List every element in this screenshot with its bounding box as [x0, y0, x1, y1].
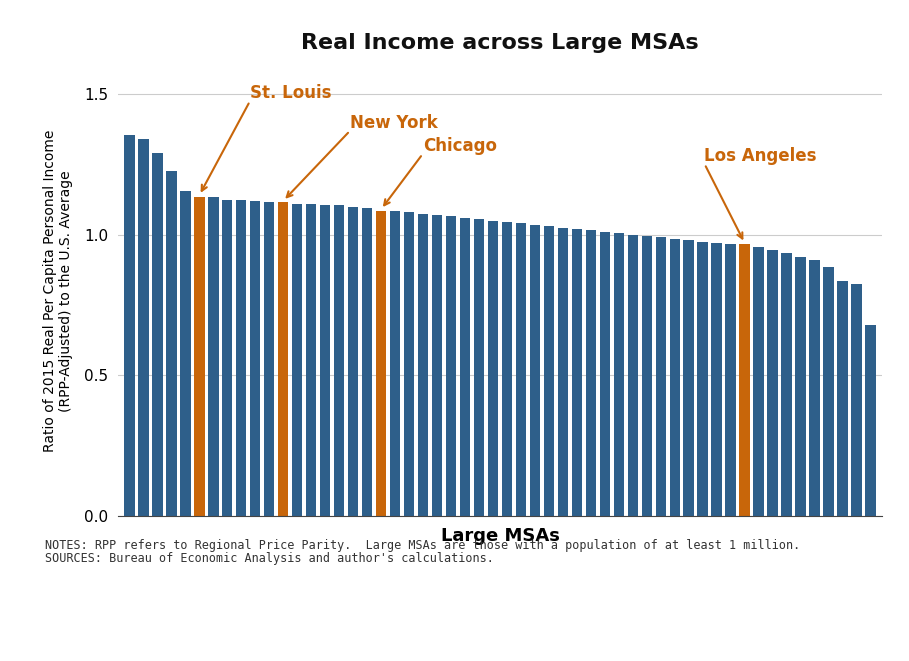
Bar: [375, 211, 386, 516]
Bar: [236, 200, 246, 516]
Text: Chicago: Chicago: [423, 137, 496, 155]
Bar: [180, 191, 191, 516]
Bar: [767, 250, 778, 516]
Bar: [418, 214, 428, 516]
Bar: [754, 247, 764, 516]
Bar: [445, 216, 456, 516]
Bar: [544, 226, 554, 516]
Bar: [655, 237, 666, 516]
X-axis label: Large MSAs: Large MSAs: [441, 527, 559, 545]
Bar: [208, 197, 218, 516]
Bar: [348, 206, 358, 516]
Bar: [194, 197, 205, 516]
Text: St. Louis: St. Louis: [250, 85, 332, 102]
Bar: [515, 223, 526, 516]
Bar: [865, 325, 875, 516]
Bar: [627, 235, 638, 516]
Bar: [642, 236, 652, 516]
Bar: [809, 260, 820, 516]
Bar: [432, 215, 443, 516]
Y-axis label: Ratio of 2015 Real Per Capita Personal Income
(RPP-Adjusted) to the U.S. Average: Ratio of 2015 Real Per Capita Personal I…: [43, 130, 74, 452]
Bar: [712, 243, 722, 516]
Text: Los Angeles: Los Angeles: [704, 147, 817, 165]
Bar: [572, 229, 582, 516]
Text: NOTES: RPP refers to Regional Price Parity.  Large MSAs are those with a populat: NOTES: RPP refers to Regional Price Pari…: [45, 539, 801, 552]
Bar: [138, 139, 148, 516]
Bar: [250, 201, 261, 516]
Bar: [152, 153, 163, 516]
Bar: [585, 231, 596, 516]
Bar: [474, 219, 484, 516]
Bar: [739, 245, 750, 516]
Bar: [684, 241, 694, 516]
Bar: [488, 221, 498, 516]
Title: Real Income across Large MSAs: Real Income across Large MSAs: [301, 34, 699, 54]
Bar: [614, 233, 624, 516]
Bar: [264, 202, 275, 516]
Bar: [852, 284, 862, 516]
Bar: [292, 204, 303, 516]
Bar: [460, 217, 470, 516]
Bar: [824, 267, 834, 516]
Bar: [390, 211, 400, 516]
Bar: [404, 212, 415, 516]
Text: Federal Reserve Bank: Federal Reserve Bank: [45, 624, 237, 639]
Text: SOURCES: Bureau of Economic Analysis and author's calculations.: SOURCES: Bureau of Economic Analysis and…: [45, 552, 494, 565]
Text: Federal Reserve Bank: Federal Reserve Bank: [45, 624, 237, 639]
Bar: [670, 239, 680, 516]
Bar: [362, 208, 373, 516]
Bar: [782, 253, 792, 516]
Bar: [306, 204, 316, 516]
Bar: [502, 222, 512, 516]
Bar: [320, 205, 330, 516]
Bar: [600, 232, 610, 516]
Text: Federal Reserve Bank: Federal Reserve Bank: [45, 624, 237, 639]
Bar: [125, 135, 135, 516]
Text: New York: New York: [350, 114, 438, 132]
Bar: [795, 257, 806, 516]
Bar: [725, 245, 736, 516]
Bar: [697, 242, 708, 516]
Bar: [222, 200, 233, 516]
Bar: [278, 202, 288, 516]
Bar: [530, 225, 540, 516]
Bar: [334, 205, 345, 516]
Bar: [166, 171, 176, 516]
Bar: [837, 281, 848, 516]
Bar: [557, 227, 568, 516]
